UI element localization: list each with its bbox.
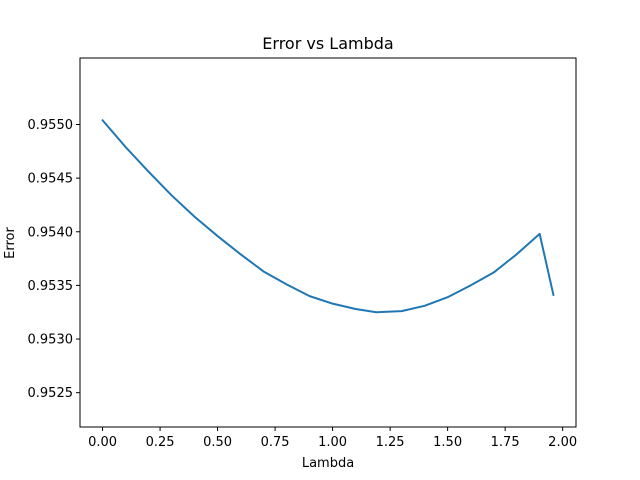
x-tick-label: 0.50	[203, 435, 232, 450]
x-tick-label: 0.00	[88, 435, 117, 450]
x-tick-label: 1.75	[491, 435, 520, 450]
x-tick-label: 1.25	[376, 435, 405, 450]
x-tick-label: 2.00	[548, 435, 577, 450]
y-tick-label: 0.9550	[28, 118, 74, 133]
x-axis-label: Lambda	[302, 456, 354, 471]
series-layer	[101, 119, 555, 314]
x-tick-label: 1.00	[318, 435, 347, 450]
y-tick-label: 0.9540	[28, 225, 74, 240]
y-tick-label: 0.9530	[28, 333, 74, 348]
chart-title: Error vs Lambda	[262, 34, 393, 53]
y-tick-label: 0.9535	[28, 279, 74, 294]
x-tick-label: 0.25	[146, 435, 175, 450]
y-axis-label: Error	[3, 227, 18, 259]
x-tick-label: 1.50	[433, 435, 462, 450]
y-tick-label: 0.9525	[28, 386, 74, 401]
plot-frame	[79, 57, 577, 428]
x-axis-ticks: 0.00 0.25 0.50 0.75 1.00 1.25 1.50 1.75 2.00	[88, 427, 577, 450]
y-axis-ticks: 0.9525 0.9530 0.9535 0.9540 0.9545 0.9550	[28, 118, 80, 401]
error-series-line	[101, 119, 555, 314]
y-tick-label: 0.9545	[28, 172, 74, 187]
x-tick-label: 0.75	[261, 435, 290, 450]
